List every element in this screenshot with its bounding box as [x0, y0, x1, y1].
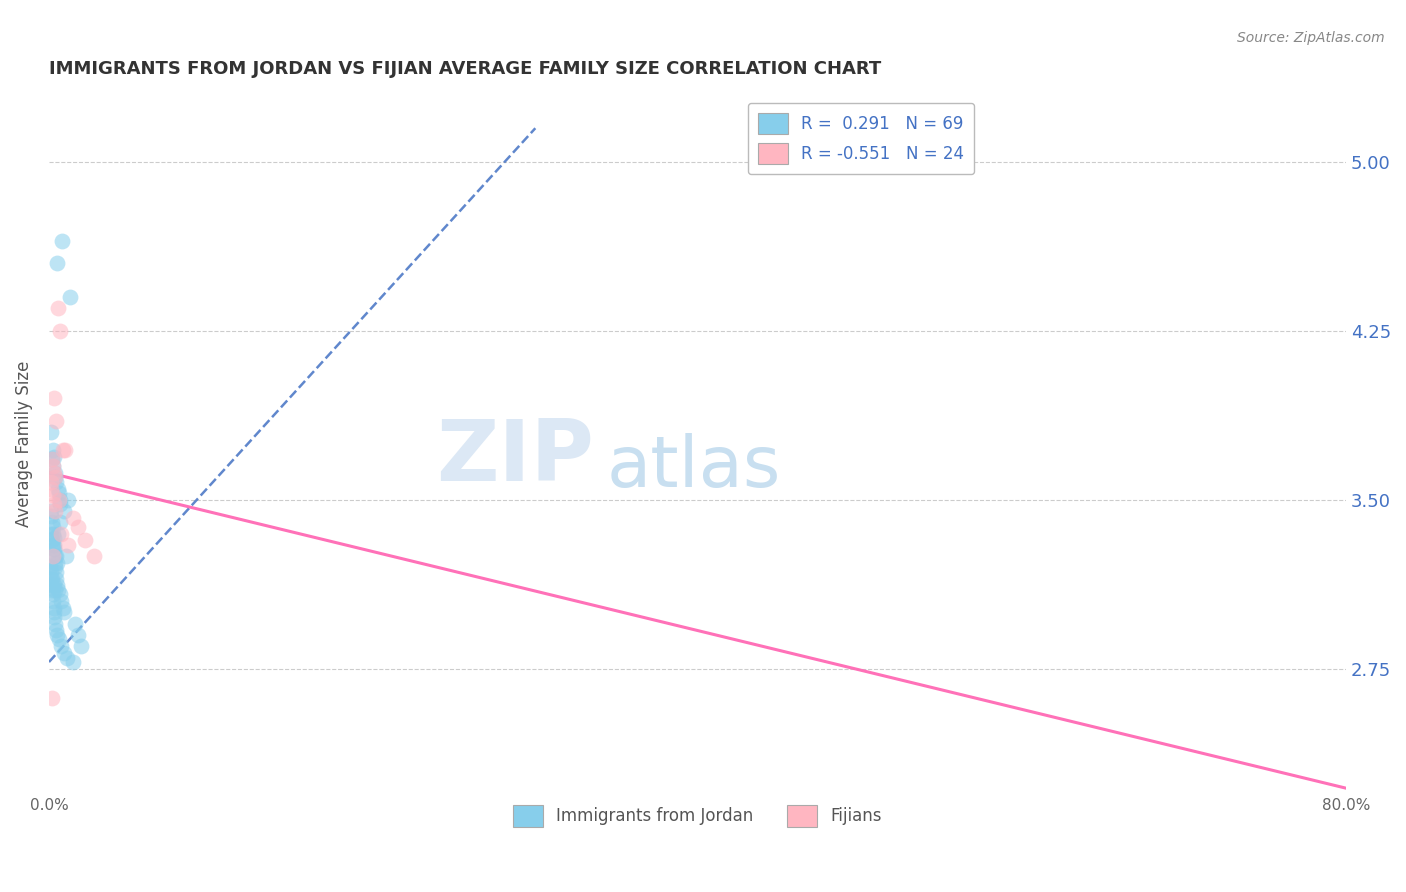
Point [44, 556, 66, 570]
Legend: Immigrants from Jordan, Fijians: Immigrants from Jordan, Fijians [506, 798, 889, 833]
Point [42, 594, 65, 608]
Point [44, 504, 66, 518]
Point [46, 578, 69, 592]
Point [41, 425, 63, 440]
Point [42, 578, 65, 592]
Point [41, 587, 63, 601]
Point [73, 533, 96, 548]
Point [41, 578, 63, 592]
Point [44, 616, 66, 631]
Point [42, 531, 65, 545]
Point [42, 392, 65, 406]
Point [70, 639, 93, 653]
Point [46, 628, 69, 642]
Point [41, 582, 63, 597]
Point [63, 616, 86, 631]
Point [39, 560, 62, 574]
Text: ZIP: ZIP [436, 416, 593, 499]
Point [53, 443, 76, 458]
Point [39, 526, 62, 541]
Point [55, 549, 77, 563]
Point [46, 582, 69, 597]
Point [53, 606, 76, 620]
Point [49, 526, 72, 541]
Point [45, 475, 67, 489]
Point [51, 234, 73, 248]
Point [58, 538, 80, 552]
Text: Source: ZipAtlas.com: Source: ZipAtlas.com [1237, 31, 1385, 45]
Point [42, 526, 65, 541]
Point [49, 324, 72, 338]
Point [83, 549, 105, 563]
Y-axis label: Average Family Size: Average Family Size [15, 360, 32, 527]
Point [42, 443, 65, 458]
Point [41, 520, 63, 534]
Point [41, 488, 63, 502]
Point [41, 452, 63, 467]
Point [42, 458, 65, 473]
Point [49, 594, 72, 608]
Point [41, 482, 63, 496]
Point [44, 542, 66, 557]
Point [41, 516, 63, 530]
Point [41, 452, 63, 467]
Point [42, 538, 65, 552]
Point [41, 533, 63, 548]
Point [52, 443, 75, 458]
Point [48, 632, 70, 647]
Point [46, 556, 69, 570]
Point [48, 486, 70, 500]
Point [44, 466, 66, 480]
Point [44, 466, 66, 480]
Point [44, 470, 66, 484]
Point [44, 610, 66, 624]
Point [58, 492, 80, 507]
Point [45, 572, 67, 586]
Point [46, 482, 69, 496]
Point [46, 256, 69, 270]
Point [45, 624, 67, 638]
Point [48, 587, 70, 601]
Point [44, 470, 66, 484]
Point [42, 606, 65, 620]
Point [42, 497, 65, 511]
Point [42, 601, 65, 615]
Point [67, 628, 90, 642]
Point [41, 508, 63, 523]
Text: atlas: atlas [606, 434, 780, 502]
Point [46, 526, 69, 541]
Point [49, 516, 72, 530]
Point [45, 414, 67, 428]
Point [44, 560, 66, 574]
Point [52, 646, 75, 660]
Point [41, 572, 63, 586]
Point [44, 542, 66, 557]
Point [48, 492, 70, 507]
Point [45, 565, 67, 579]
Point [42, 549, 65, 563]
Point [39, 572, 62, 586]
Point [59, 290, 82, 304]
Point [56, 650, 79, 665]
Point [39, 565, 62, 579]
Point [44, 582, 66, 597]
Point [49, 639, 72, 653]
Point [62, 655, 84, 669]
Point [52, 504, 75, 518]
Point [41, 691, 63, 706]
Point [52, 601, 75, 615]
Point [42, 458, 65, 473]
Point [46, 301, 69, 316]
Text: IMMIGRANTS FROM JORDAN VS FIJIAN AVERAGE FAMILY SIZE CORRELATION CHART: IMMIGRANTS FROM JORDAN VS FIJIAN AVERAGE… [49, 60, 882, 78]
Point [42, 538, 65, 552]
Point [39, 475, 62, 489]
Point [62, 511, 84, 525]
Point [48, 492, 70, 507]
Point [42, 450, 65, 464]
Point [39, 504, 62, 518]
Point [44, 549, 66, 563]
Point [67, 520, 90, 534]
Point [45, 549, 67, 563]
Point [49, 497, 72, 511]
